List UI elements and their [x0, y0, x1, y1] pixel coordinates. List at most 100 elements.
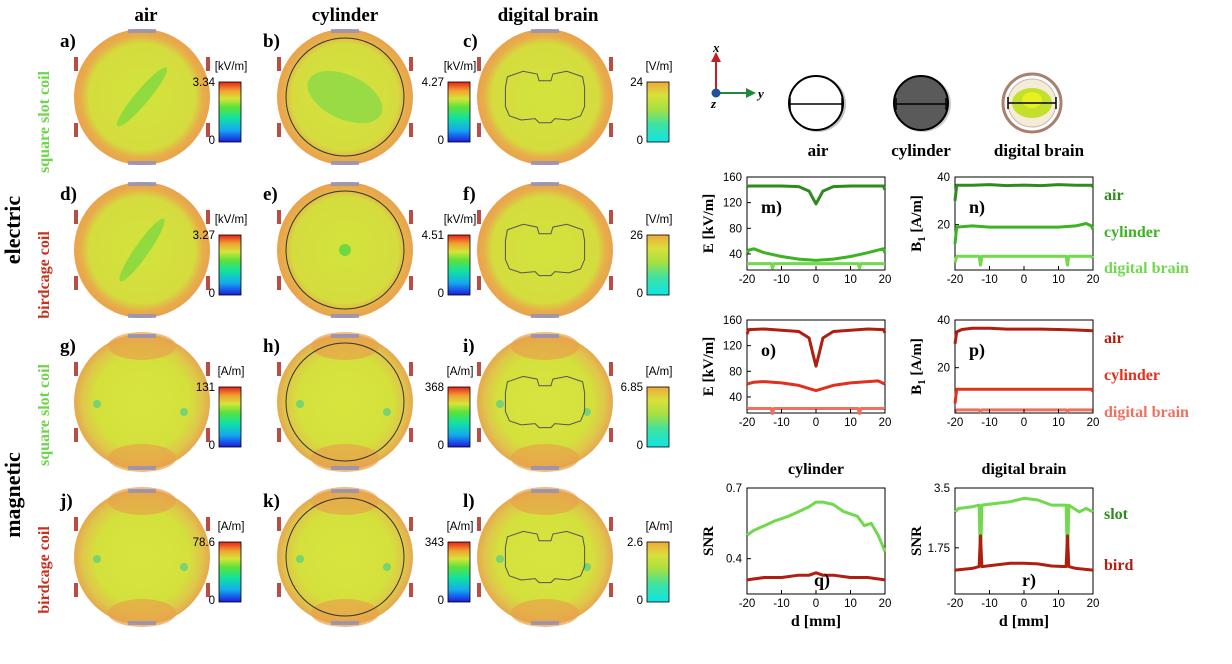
colorbar-unit: [kV/m]: [215, 61, 248, 73]
colorbar-min: 0: [438, 135, 444, 147]
x-tick-label: 0: [813, 417, 819, 429]
field-disc: [477, 29, 613, 165]
legend-slot-air: air: [1104, 187, 1124, 204]
x-tick-label: -20: [739, 274, 756, 286]
plot-frame: [746, 176, 886, 271]
colorbar-min: 0: [209, 595, 215, 607]
colorbar-min: 0: [637, 595, 643, 607]
colorbar-max: 78.6: [193, 537, 215, 549]
legend-snr-bird: bird: [1104, 557, 1133, 574]
x-tick-label: 10: [844, 598, 857, 610]
x-tick-label: -20: [947, 274, 964, 286]
phantom-cylinder-label: cylinder: [891, 141, 951, 160]
colorbar: [646, 386, 670, 448]
y-tick-label: 40: [937, 315, 950, 327]
field-map-panel: i) [A/m]6.85 0: [463, 332, 672, 472]
field-disc: [277, 334, 413, 470]
y-tick-label: 160: [723, 315, 742, 327]
x-tick-label: 20: [1087, 598, 1100, 610]
field-map-panel: j) [A/m]78.6 0: [59, 487, 244, 627]
column-header-digital-brain: digital brain: [498, 5, 599, 26]
colorbar-max: 6.85: [621, 382, 643, 394]
panel-label: h): [263, 336, 280, 357]
phantom-air-label: air: [808, 141, 829, 160]
x-tick-label: 10: [844, 274, 857, 286]
colorbar-unit: [A/m]: [447, 366, 474, 378]
field-disc: [74, 489, 210, 625]
chart-n: -20 -10 0 10 20 20 40 B1 [A/m] n): [909, 172, 1099, 286]
colorbar-min: 0: [438, 440, 444, 452]
field-map-panel: g) [A/m]131 0: [60, 332, 244, 472]
x-tick-label: 20: [879, 417, 892, 429]
row-label-square-slot-coil-magnetic: square slot coil: [36, 363, 53, 465]
colorbar-unit: [A/m]: [646, 366, 673, 378]
chart-r: -20 -10 0 10 20 1.75 3.5 SNR r) digital brain d [m…: [909, 461, 1099, 630]
panel-label: j): [59, 491, 73, 512]
chart-title: digital brain: [982, 461, 1067, 478]
colorbar-max: 4.27: [422, 77, 444, 89]
field-map-panel: f) [V/m]26 0: [463, 182, 672, 318]
colorbar-min: 0: [209, 135, 215, 147]
field-map-panel: c) [V/m]24 0: [463, 29, 672, 165]
brain-outline: [504, 223, 586, 277]
panel-label: i): [463, 336, 475, 357]
series-line-digital-brain: [953, 254, 1095, 267]
axes-orientation-icon: x y z: [710, 40, 764, 111]
colorbar-unit: [V/m]: [646, 214, 673, 226]
colorbar: [646, 541, 670, 603]
colorbar: [447, 541, 471, 603]
legend-slot-cylinder: cylinder: [1104, 224, 1160, 241]
phantom-digital-brain: digital brain: [994, 72, 1085, 160]
colorbar-max: 26: [630, 230, 643, 242]
chart-title: cylinder: [788, 461, 844, 478]
y-tick-label: 120: [723, 198, 742, 210]
column-header-cylinder: cylinder: [312, 5, 379, 26]
y-tick-label: 40: [729, 392, 742, 404]
colorbar-unit: [V/m]: [646, 61, 673, 73]
row-label-birdcage-coil-magnetic: birdcage coil: [36, 526, 53, 614]
phantom-cylinder: cylinder: [891, 75, 951, 160]
brain-outline: [504, 375, 586, 429]
axis-y-label: y: [756, 86, 764, 101]
series-line-cylinder: [953, 222, 1095, 244]
x-tick-label: 20: [879, 598, 892, 610]
colorbar-min: 0: [438, 288, 444, 300]
colorbar-unit: [A/m]: [218, 521, 245, 533]
x-tick-label: 10: [1052, 274, 1065, 286]
colorbar-unit: [kV/m]: [444, 214, 477, 226]
legend-snr: slot bird: [1104, 506, 1133, 574]
x-tick-label: -10: [773, 274, 790, 286]
series-line-bird: [746, 571, 886, 582]
chart-panel-label: p): [969, 340, 985, 361]
panel-label: d): [60, 184, 77, 205]
phantom-digital-brain-label: digital brain: [994, 141, 1085, 160]
series-line-cylinder: [953, 387, 1095, 404]
series-line-air: [953, 183, 1094, 201]
chart-p: -20 -10 0 10 20 20 40 B1 [A/m] p): [909, 315, 1099, 429]
series-line-air: [746, 184, 887, 206]
field-map-panel: a) [kV/m] 3.34 0: [60, 29, 247, 165]
y-tick-label: 120: [723, 341, 742, 353]
x-tick-label: -20: [739, 417, 756, 429]
series-line-slot: [953, 496, 1094, 565]
x-tick-label: 10: [844, 417, 857, 429]
y-axis-label: E [kV/m]: [701, 194, 717, 254]
y-tick-label: 1.75: [928, 543, 950, 555]
field-maps: a)[kV/m]3.340b)[kV/m]4.270c)[V/m]240d)[k…: [59, 29, 672, 627]
colorbar: [218, 386, 242, 448]
colorbar-min: 0: [438, 595, 444, 607]
series-line-air: [745, 327, 887, 368]
colorbar-min: 0: [209, 288, 215, 300]
chart-o: -20 -10 0 10 20 40 80 120 160 E [kV/m] o): [701, 315, 891, 429]
x-tick-label: 0: [813, 274, 819, 286]
x-tick-label: 0: [1021, 598, 1027, 610]
colorbar-max: 131: [196, 382, 215, 394]
field-disc: [277, 489, 413, 625]
panel-label: e): [263, 184, 278, 205]
chart-panel-label: o): [761, 340, 776, 361]
y-tick-label: 80: [729, 223, 742, 235]
series-line-bird: [954, 534, 1094, 572]
colorbar: [447, 386, 471, 448]
x-tick-label: -10: [773, 417, 790, 429]
axis-x-label: x: [712, 40, 720, 55]
